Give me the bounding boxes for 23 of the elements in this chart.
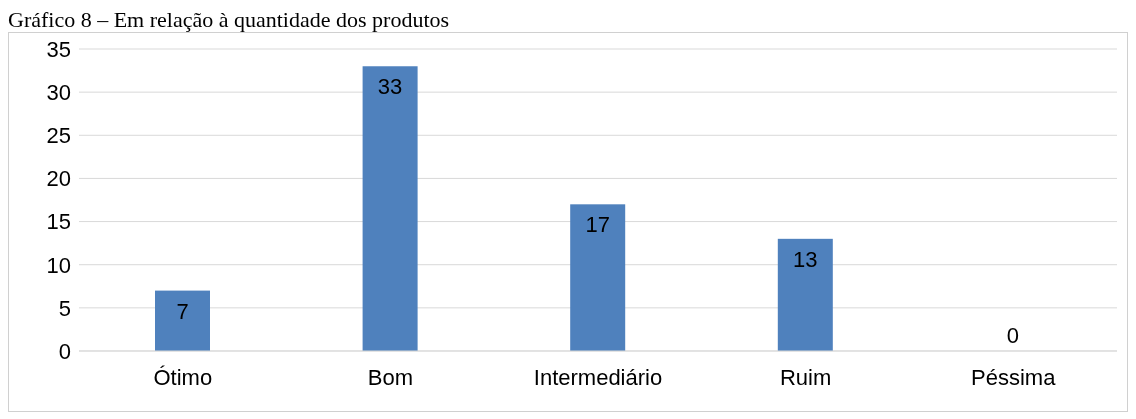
- y-tick-label: 15: [46, 209, 71, 235]
- bar: [570, 204, 626, 351]
- y-tick-label: 10: [46, 252, 71, 278]
- bar: [155, 290, 210, 351]
- data-label: 13: [793, 246, 818, 272]
- data-label: 17: [585, 212, 610, 238]
- chart-title: Gráfico 8 – Em relação à quantidade dos produtos: [8, 7, 451, 32]
- bar: [777, 238, 833, 351]
- y-tick-label: 30: [46, 79, 71, 105]
- data-label: 0: [1006, 323, 1020, 348]
- y-tick-label: 5: [58, 295, 71, 321]
- y-tick-label: 0: [58, 338, 71, 364]
- x-tick-label: Bom: [367, 364, 414, 390]
- y-tick-label: 20: [46, 166, 71, 192]
- data-label: 7: [176, 298, 189, 324]
- data-label: 33: [377, 74, 403, 100]
- bar: [362, 66, 418, 351]
- y-tick-label: 35: [46, 36, 71, 62]
- x-tick-label: Intermediário: [533, 364, 663, 390]
- y-tick-label: 25: [46, 123, 71, 149]
- x-tick-label: Péssima: [971, 364, 1057, 390]
- x-tick-label: Ótimo: [153, 364, 213, 390]
- x-tick-label: Ruim: [779, 364, 832, 390]
